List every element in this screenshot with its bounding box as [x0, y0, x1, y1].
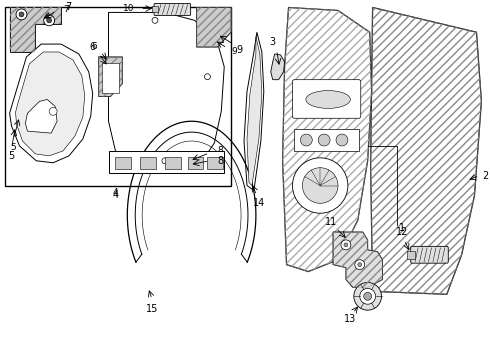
Circle shape [162, 158, 168, 164]
Text: 3: 3 [270, 37, 276, 47]
Polygon shape [10, 44, 93, 163]
Circle shape [302, 168, 338, 203]
Circle shape [360, 288, 375, 304]
FancyBboxPatch shape [411, 246, 448, 263]
Polygon shape [108, 13, 224, 171]
Bar [294, 129, 359, 151]
Polygon shape [271, 54, 285, 80]
Circle shape [358, 263, 362, 267]
Text: 15: 15 [146, 304, 158, 314]
Circle shape [44, 15, 54, 26]
Circle shape [300, 134, 312, 146]
Circle shape [336, 134, 348, 146]
Circle shape [364, 292, 371, 300]
Circle shape [49, 107, 57, 115]
Text: 9: 9 [231, 48, 237, 57]
Text: 7: 7 [65, 3, 71, 13]
Text: 11: 11 [325, 217, 337, 227]
Polygon shape [108, 151, 224, 173]
Circle shape [293, 158, 348, 213]
Bar [165, 157, 181, 169]
Polygon shape [333, 232, 383, 287]
Text: 8: 8 [218, 147, 223, 156]
Ellipse shape [306, 91, 350, 108]
Circle shape [152, 17, 158, 23]
Polygon shape [283, 8, 371, 271]
Text: 9: 9 [236, 45, 242, 55]
Text: 10: 10 [122, 4, 134, 13]
Circle shape [354, 283, 382, 310]
Circle shape [47, 18, 51, 23]
Text: 14: 14 [253, 198, 265, 208]
Text: 12: 12 [396, 227, 409, 237]
Circle shape [318, 134, 330, 146]
Circle shape [344, 243, 348, 247]
Polygon shape [244, 32, 264, 190]
Bar [140, 157, 156, 169]
Text: 2: 2 [482, 171, 489, 181]
Circle shape [355, 260, 365, 270]
Polygon shape [247, 36, 262, 185]
Bar [116, 157, 131, 169]
Bar [5, 8, 231, 185]
Text: 13: 13 [344, 314, 356, 324]
Bar [188, 157, 203, 169]
Polygon shape [16, 52, 85, 156]
Circle shape [16, 9, 27, 20]
Polygon shape [10, 8, 61, 52]
Text: 1: 1 [399, 223, 405, 233]
Polygon shape [98, 57, 122, 96]
Text: 4: 4 [113, 188, 118, 197]
Text: 6: 6 [90, 42, 96, 52]
FancyBboxPatch shape [154, 4, 191, 15]
Polygon shape [25, 99, 57, 133]
Polygon shape [196, 8, 231, 47]
FancyBboxPatch shape [293, 80, 361, 118]
Bar [207, 157, 223, 169]
Text: 7: 7 [63, 5, 69, 14]
Text: 6: 6 [91, 41, 97, 50]
Bar [407, 251, 415, 259]
Text: 4: 4 [112, 190, 119, 201]
Polygon shape [370, 8, 481, 294]
Text: 5: 5 [8, 151, 15, 161]
Text: 5: 5 [11, 143, 17, 152]
Bar [152, 6, 158, 13]
Circle shape [204, 74, 210, 80]
Circle shape [341, 240, 351, 250]
Bar [101, 63, 120, 93]
Circle shape [19, 12, 24, 17]
Text: 8: 8 [218, 156, 223, 166]
